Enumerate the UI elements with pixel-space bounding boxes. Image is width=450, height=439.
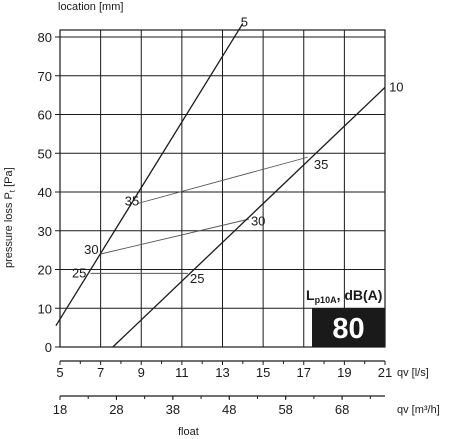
line-label-10: 10 xyxy=(389,79,403,94)
x-tick-label: 9 xyxy=(138,365,145,380)
x2-tick-label: 18 xyxy=(53,402,67,417)
badge-value: 80 xyxy=(332,313,364,345)
x-tick-label: 13 xyxy=(215,365,229,380)
x-axis-primary: 5 7 9 11 13 15 17 19 21 xyxy=(56,360,392,380)
badge-label-main: L xyxy=(306,287,315,303)
location-line-10 xyxy=(112,86,386,348)
x-axis-primary-unit: qv [l/s] xyxy=(397,367,429,379)
noise-line-35 xyxy=(137,156,308,205)
noise-lines xyxy=(90,156,308,274)
badge-label-tail: , dB(A) xyxy=(337,287,383,303)
grid xyxy=(59,30,386,348)
x2-tick-label: 28 xyxy=(109,402,123,417)
x2-tick-label: 48 xyxy=(222,402,236,417)
y-tick-label: 10 xyxy=(38,301,52,316)
x-axis-secondary-unit: qv [m³/h] xyxy=(397,404,440,416)
x-tick-label: 19 xyxy=(337,365,351,380)
line-label-5: 5 xyxy=(241,15,248,30)
y-axis-title-sub: t xyxy=(8,189,17,192)
badge-label-sub: p10A xyxy=(315,295,338,305)
line-label-35: 35 xyxy=(125,194,139,209)
y-tick-label: 0 xyxy=(45,340,52,355)
x-tick-label: 21 xyxy=(378,365,392,380)
y-tick-label: 50 xyxy=(38,146,52,161)
y-tick-label: 70 xyxy=(38,69,52,84)
x-axis-secondary: 18 28 38 48 58 68 xyxy=(53,395,385,417)
x2-tick-label: 58 xyxy=(278,402,292,417)
badge-label: Lp10A, dB(A) xyxy=(306,287,382,305)
bottom-axis-title: float xyxy=(178,426,199,438)
plot-frame xyxy=(59,29,386,348)
line-labels: 5 10 35 35 30 30 25 25 xyxy=(72,15,404,287)
x2-tick-label: 68 xyxy=(335,402,349,417)
y-tick-label: 30 xyxy=(38,224,52,239)
y-tick-label: 60 xyxy=(38,108,52,123)
line-label-30: 30 xyxy=(84,242,98,257)
y-axis-title: pressure loss Pt [Pa] xyxy=(3,167,17,268)
y-tick-label: 40 xyxy=(38,185,52,200)
badge-box xyxy=(312,308,385,347)
top-axis-title: location [mm] xyxy=(58,1,123,13)
x-tick-label: 17 xyxy=(297,365,311,380)
noise-line-30 xyxy=(100,218,250,255)
y-axis-title-main: pressure loss P xyxy=(3,192,15,268)
line-label-35: 35 xyxy=(314,157,328,172)
x-tick-label: 11 xyxy=(175,365,189,380)
line-label-25: 25 xyxy=(190,271,204,286)
x-tick-label: 15 xyxy=(256,365,270,380)
line-label-25: 25 xyxy=(72,265,86,280)
x2-tick-label: 38 xyxy=(166,402,180,417)
y-axis-ticks: 0 10 20 30 40 50 60 70 80 xyxy=(38,30,60,355)
y-tick-label: 80 xyxy=(38,30,52,45)
location-line-5 xyxy=(55,23,244,327)
series-lines xyxy=(55,23,386,348)
x-tick-label: 5 xyxy=(56,365,63,380)
noise-badge: Lp10A, dB(A) 80 xyxy=(306,287,385,347)
line-label-30: 30 xyxy=(251,213,265,228)
y-tick-label: 20 xyxy=(38,263,52,278)
y-axis-title-unit: [Pa] xyxy=(3,167,15,190)
x-tick-label: 7 xyxy=(97,365,104,380)
